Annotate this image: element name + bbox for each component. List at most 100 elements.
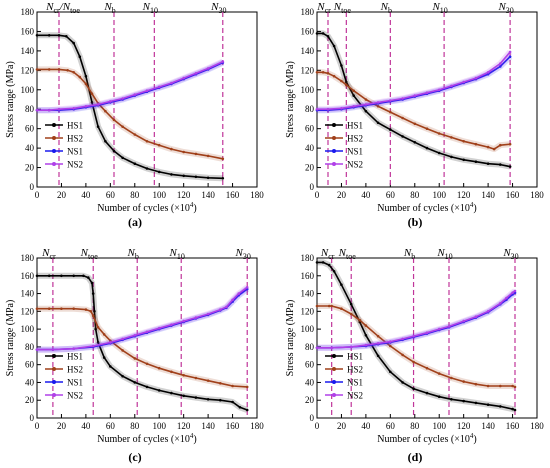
y-tick-label: 120: [301, 306, 315, 316]
data-point: [35, 307, 39, 311]
data-point: [474, 76, 478, 80]
data-point: [450, 136, 453, 139]
cycle-marker-label: Ntoe: [333, 1, 352, 15]
cycle-marker-label: Nb: [380, 1, 392, 15]
data-point: [121, 156, 124, 160]
data-point: [91, 344, 95, 348]
x-tick-label: 80: [410, 421, 420, 431]
data-point: [376, 354, 380, 358]
legend-marker: [332, 354, 336, 358]
legend-label: NS1: [347, 378, 363, 388]
series-line: [317, 32, 511, 168]
data-point: [194, 152, 198, 156]
data-point: [47, 108, 51, 112]
data-point: [425, 127, 429, 130]
legend-marker: [332, 123, 336, 127]
data-point: [321, 261, 325, 264]
data-point: [389, 110, 392, 114]
chart-panel: 0 20 40 60 80 100 120 140 160 180 0 20 40 60 80 100 120 1…: [285, 1, 544, 229]
y-axis-label: Stress range (MPa): [285, 61, 296, 138]
data-point: [327, 304, 331, 308]
data-point: [47, 68, 51, 71]
x-tick-label: 0: [35, 190, 40, 200]
data-point: [206, 67, 210, 70]
legend-label: NS1: [67, 378, 83, 388]
data-point: [133, 334, 137, 337]
cycle-marker-label: N10: [436, 247, 452, 261]
data-point: [157, 366, 161, 370]
y-tick-label: 40: [25, 377, 35, 387]
series-line: [317, 290, 516, 349]
data-point: [330, 304, 334, 308]
x-tick-label: 20: [57, 190, 67, 200]
x-tick-label: 160: [506, 421, 520, 431]
data-point: [340, 107, 343, 110]
data-point: [182, 319, 185, 323]
series-line: [37, 61, 224, 111]
data-point: [508, 165, 512, 168]
cycle-marker-label: N10: [169, 247, 185, 261]
data-point: [389, 344, 392, 348]
y-axis-label: Stress range (MPa): [5, 300, 16, 377]
cycle-marker-label: Ncr: [320, 247, 335, 261]
data-point: [401, 116, 404, 120]
y-tick-label: 140: [301, 289, 315, 299]
data-point: [219, 398, 222, 402]
plot-frame: [36, 257, 258, 419]
y-tick-label: 120: [21, 65, 35, 75]
data-point: [352, 89, 356, 92]
x-tick-label: 20: [337, 190, 347, 200]
data-point: [238, 406, 242, 409]
data-point: [499, 163, 502, 166]
data-point: [425, 146, 429, 150]
x-tick-label: 60: [106, 421, 116, 431]
data-point: [182, 76, 185, 80]
x-tick-label: 80: [410, 190, 420, 200]
data-point: [450, 155, 453, 159]
y-tick-label: 80: [305, 104, 315, 114]
data-point: [486, 72, 490, 76]
x-tick-label: 0: [315, 421, 320, 431]
data-point: [87, 276, 90, 279]
panel-label: (a): [128, 215, 142, 229]
data-point: [96, 125, 100, 128]
data-point: [486, 310, 490, 313]
data-point: [206, 379, 210, 383]
data-point: [57, 68, 61, 71]
data-point: [508, 55, 512, 58]
data-point: [327, 263, 331, 267]
y-tick-label: 100: [301, 85, 315, 95]
data-point: [221, 177, 225, 180]
data-point: [376, 121, 380, 125]
x-axis-label: Number of cycles (×104): [377, 432, 476, 445]
data-point: [412, 360, 415, 364]
data-point: [376, 105, 380, 108]
data-point: [47, 274, 51, 278]
data-point: [145, 385, 149, 389]
x-tick-label: 100: [152, 421, 166, 431]
data-point: [133, 162, 137, 165]
x-tick-label: 80: [130, 190, 140, 200]
y-tick-label: 60: [25, 124, 35, 134]
y-tick-label: 0: [30, 413, 35, 423]
legend-marker: [52, 123, 56, 127]
cycle-marker-label: Ntoe: [338, 247, 357, 261]
panel-label: (c): [128, 450, 141, 464]
chart-panel: 0 20 40 60 80 100 120 140 160 180 0 20 40 60 80 100 120 1…: [5, 247, 264, 464]
data-point: [376, 101, 380, 104]
data-point: [145, 140, 149, 143]
data-point: [109, 100, 112, 103]
data-point: [412, 387, 415, 391]
data-point: [194, 175, 198, 179]
x-tick-label: 160: [226, 421, 240, 431]
data-point: [206, 176, 210, 180]
legend-label: NS2: [347, 391, 363, 401]
data-point: [93, 310, 96, 313]
data-point: [170, 173, 173, 176]
data-point: [358, 318, 362, 322]
data-point: [157, 170, 161, 174]
data-point: [60, 307, 63, 311]
series-band: [37, 284, 249, 353]
data-point: [237, 292, 240, 295]
data-point: [78, 75, 82, 79]
